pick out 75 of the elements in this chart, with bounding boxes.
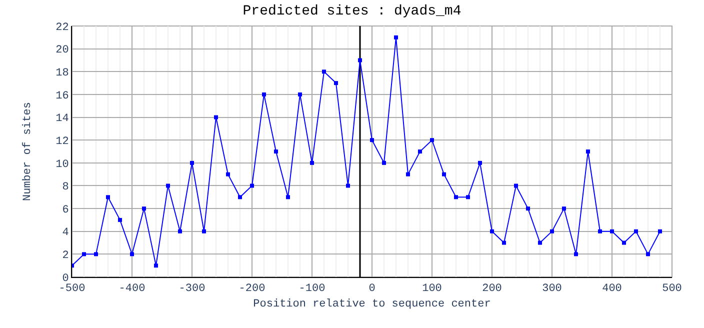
point [190,160,194,165]
y-tick-label: 14 [56,113,70,126]
y-tick-label: 6 [62,204,69,216]
y-tick-label: 4 [62,227,70,240]
point [226,172,230,176]
point [502,240,506,245]
x-axis-title: Position relative to sequence center [253,298,491,310]
y-axis-title: Number of sites [22,102,34,202]
point [178,229,182,234]
point [94,252,98,256]
point [346,184,350,188]
point [310,160,314,165]
point [634,229,638,234]
x-tick-label: 500 [662,283,682,296]
point [442,172,446,176]
point [454,195,458,200]
point [262,92,266,96]
point [358,58,362,62]
point [646,252,650,256]
point [202,229,206,234]
point [250,184,254,188]
x-tick-label: -200 [238,283,266,296]
point [118,218,122,222]
y-tick-label: 20 [56,44,69,57]
point [598,229,602,234]
x-tick-label: 300 [542,283,562,296]
point [106,195,110,200]
point [538,240,542,245]
x-tick-label: 200 [482,283,502,296]
point [466,195,470,200]
point [298,92,302,96]
x-tick-label: -300 [178,283,206,296]
point [274,150,278,154]
y-tick-label: 12 [56,136,69,148]
y-tick-label: 18 [56,67,69,80]
y-tick-label: 8 [62,182,69,194]
y-tick-label: 2 [62,250,69,262]
x-tick-label: 400 [602,283,622,296]
x-tick-label: -500 [58,283,86,296]
point [514,184,518,188]
point [586,150,590,154]
point [430,138,434,142]
x-tick-label: 100 [422,283,442,296]
point [574,252,578,256]
point [382,160,386,165]
point [406,172,410,176]
x-tick-label: -100 [298,283,326,296]
y-tick-label: 16 [56,90,69,102]
chart-title: Predicted sites : dyads_m4 [242,4,462,20]
x-tick-label: 0 [368,283,376,296]
point [334,81,338,86]
point [322,70,326,74]
point [286,195,290,200]
point [418,150,422,154]
y-tick-label: 10 [56,158,69,171]
point [214,115,218,120]
y-tick-label: 0 [62,272,69,285]
point [478,160,482,165]
point [238,195,242,200]
point [394,35,398,40]
point [610,229,614,234]
y-tick-label: 22 [56,22,69,34]
point [130,252,134,256]
point [658,229,662,234]
point [166,184,170,188]
point [82,252,86,256]
x-tick-label: -400 [118,283,146,296]
point [490,229,494,234]
point [142,206,146,211]
point [562,206,566,211]
point [550,229,554,234]
point [526,206,530,211]
point [154,264,158,268]
point [622,240,626,245]
point [370,138,374,142]
